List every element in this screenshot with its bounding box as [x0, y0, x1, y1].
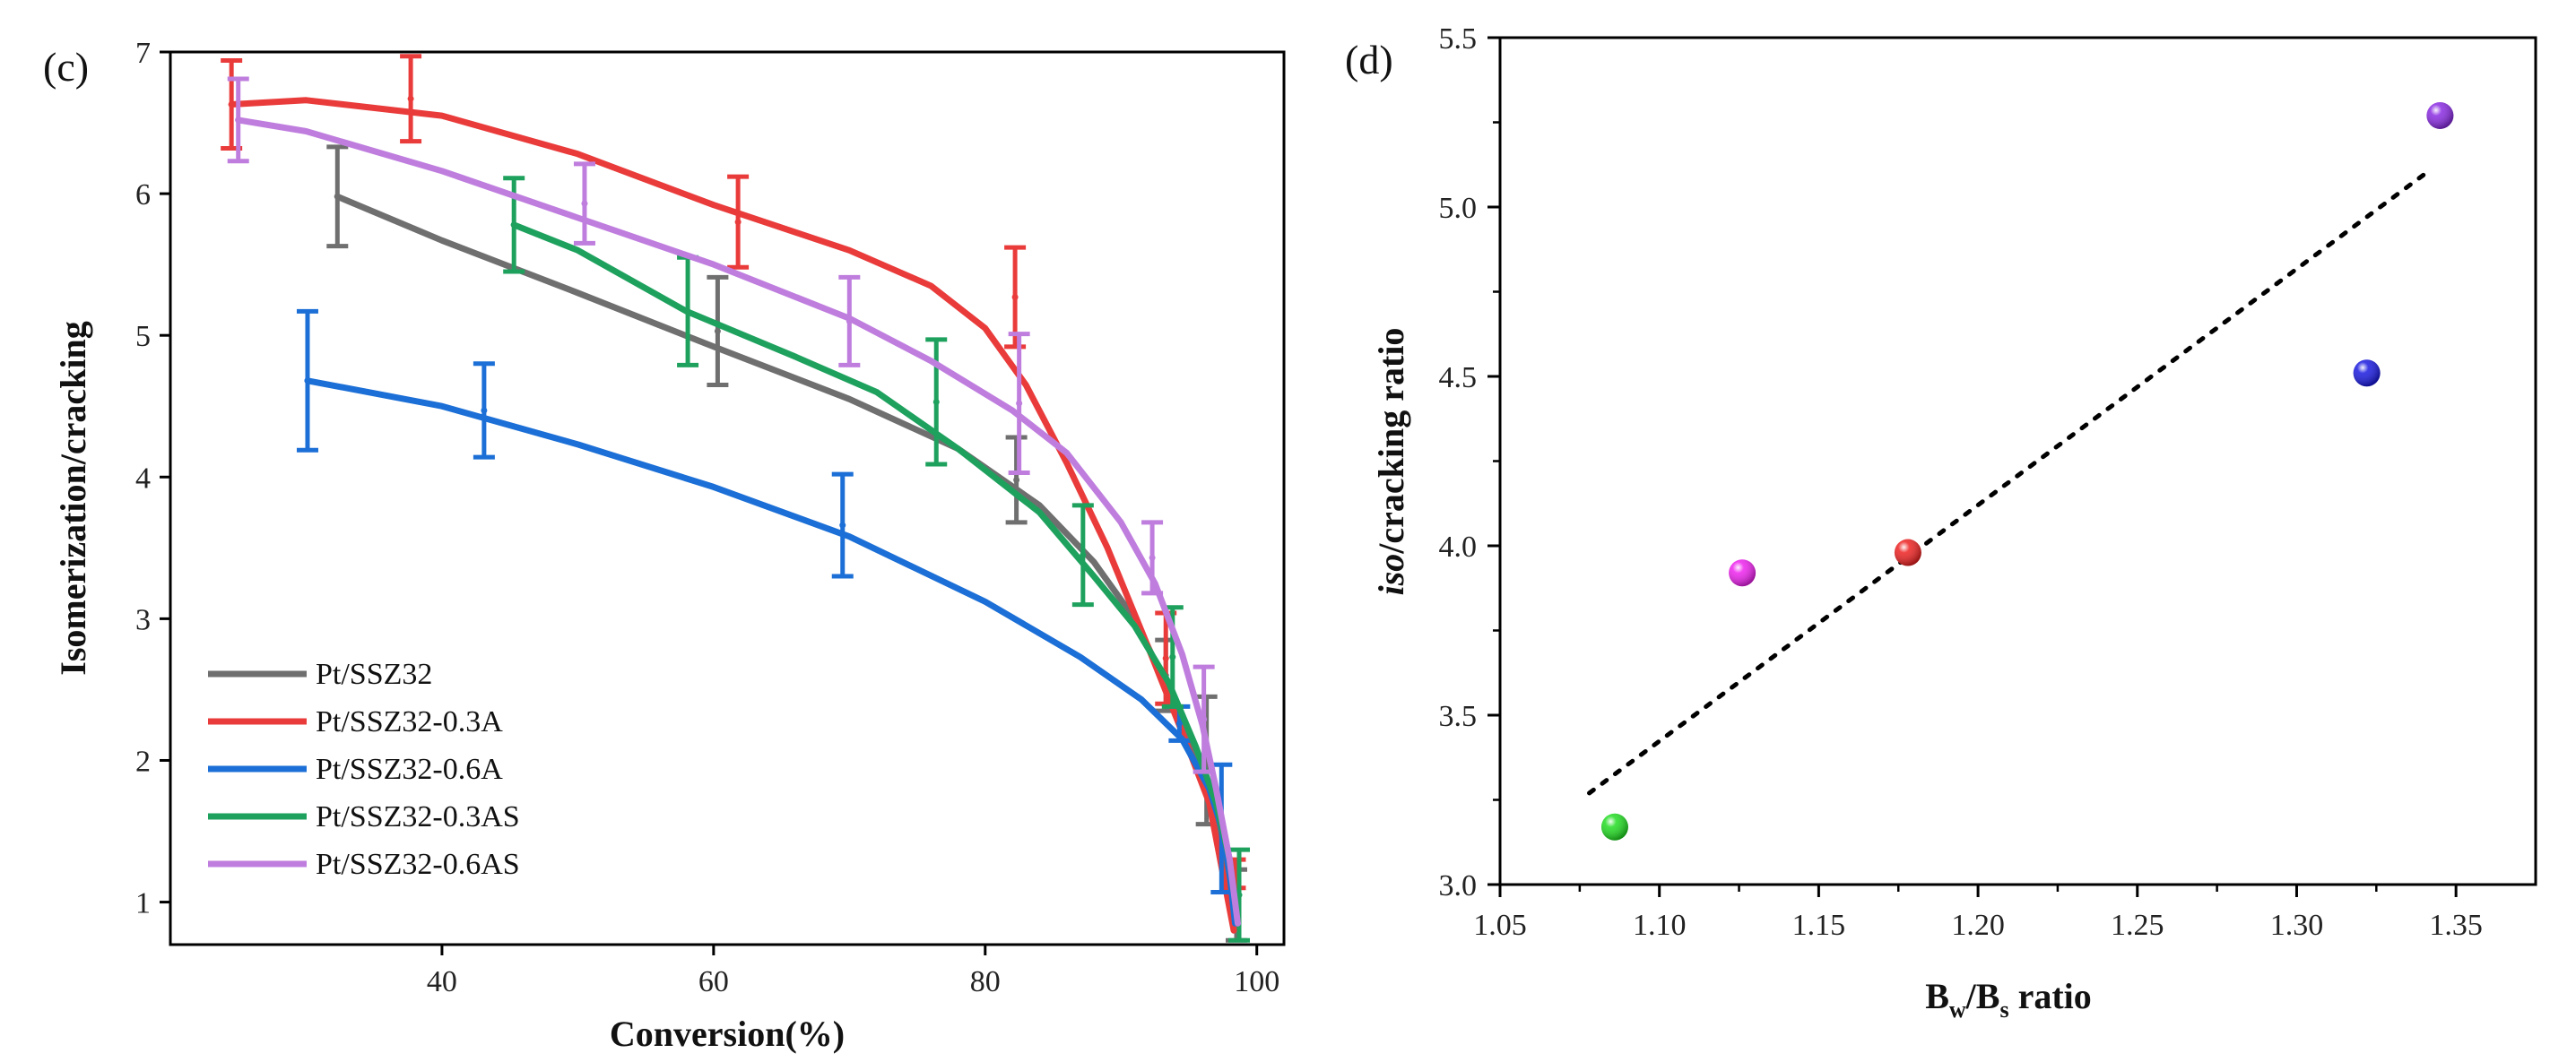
- y-tick-label: 3.5: [1439, 700, 1478, 733]
- scatter-point: [2426, 101, 2454, 129]
- y-tick-label: 4: [135, 462, 151, 495]
- panel-d-points: [1600, 101, 2454, 841]
- x-tick-label: 1.25: [2111, 909, 2164, 942]
- data-point: [334, 193, 341, 200]
- data-point: [846, 317, 853, 324]
- panel-c-x-label: Conversion(%): [610, 1014, 845, 1054]
- data-point: [407, 95, 414, 102]
- data-point: [1013, 476, 1020, 483]
- panel-c-y-label: Isomerization/cracking: [53, 321, 93, 676]
- x-tick-label: 1.15: [1792, 909, 1846, 942]
- legend-label: Pt/SSZ32-0.6AS: [316, 848, 520, 881]
- series-line: [510, 221, 1241, 927]
- data-point: [1162, 655, 1169, 662]
- data-point: [932, 398, 940, 405]
- panel-d-x-ticks: 1.05 1.10 1.15 1.20 1.25 1.30 1.35: [1473, 885, 2483, 942]
- panel-d: (d) 3.03.54.04.55.05.5 1.05 1.10 1.15 1.20 1…: [1345, 22, 2537, 1023]
- x-tick-label: 60: [698, 965, 729, 998]
- y-tick-label: 2: [135, 745, 151, 778]
- data-point: [1175, 720, 1183, 727]
- panel-c-y-ticks: 1 2 3 4 5 6 7: [135, 37, 170, 920]
- data-point: [1016, 400, 1023, 407]
- series-line: [304, 377, 1238, 927]
- x-tick-label: 80: [970, 965, 1001, 998]
- y-tick-label: 5: [135, 320, 151, 353]
- scatter-point: [1600, 813, 1628, 841]
- panel-d-x-label: Bw/Bs ratio: [1925, 976, 2092, 1023]
- x-tick-label: 1.10: [1633, 909, 1687, 942]
- panel-c-plot-area: [221, 54, 1251, 943]
- x-tick-label: 100: [1234, 965, 1279, 998]
- scatter-point-shade: [2353, 359, 2381, 387]
- panel-c-x-ticks: 40 60 80 100: [427, 945, 1279, 998]
- x-tick-label: 1.05: [1473, 909, 1527, 942]
- scatter-point: [1894, 539, 1921, 566]
- scatter-point-shade: [1729, 559, 1756, 587]
- legend-label: Pt/SSZ32-0.6A: [316, 753, 503, 786]
- data-point: [1080, 551, 1087, 558]
- data-point: [510, 221, 517, 229]
- panel-d-trendline: [1587, 167, 2433, 796]
- data-point: [684, 307, 691, 315]
- panel-d-y-ticks: 3.0 3.5 4.0 4.5 5.0 5.5: [1439, 22, 1500, 902]
- panel-d-frame: [1498, 36, 2537, 886]
- y-tick-label: 7: [135, 37, 151, 70]
- data-point: [304, 377, 311, 384]
- y-tick-label: 3.0: [1439, 869, 1478, 902]
- x-tick-label: 1.35: [2429, 909, 2483, 942]
- panel-c-frame: [169, 50, 1286, 946]
- data-point: [481, 407, 488, 414]
- data-point: [581, 200, 588, 207]
- data-point: [734, 219, 742, 226]
- data-point: [228, 100, 235, 108]
- scatter-point-shade: [1894, 539, 1921, 566]
- x-tick-label: 40: [427, 965, 457, 998]
- y-tick-label: 3: [135, 603, 151, 636]
- data-point: [1236, 892, 1243, 899]
- x-tick-label: 1.20: [1951, 909, 2005, 942]
- scatter-point-shade: [1600, 813, 1628, 841]
- x-tick-label: 1.30: [2270, 909, 2324, 942]
- legend-label: Pt/SSZ32-0.3A: [316, 705, 503, 738]
- legend-label: Pt/SSZ32-0.3AS: [316, 800, 520, 833]
- panel-d-label: (d): [1345, 37, 1393, 82]
- data-point: [1201, 716, 1208, 723]
- data-point: [839, 522, 846, 529]
- panel-c-label: (c): [43, 44, 89, 90]
- data-point: [235, 117, 242, 124]
- y-tick-label: 6: [135, 178, 151, 212]
- scatter-point: [2353, 359, 2381, 387]
- data-point: [1011, 294, 1019, 301]
- scatter-point-shade: [2426, 101, 2454, 129]
- data-point: [1169, 653, 1176, 661]
- scatter-point: [1729, 559, 1756, 587]
- data-point: [714, 327, 721, 334]
- panel-c: (c) 1 2 3 4 5 6 7 40 60 80 100 Conversion(%) Isom…: [43, 37, 1286, 1054]
- data-point: [1149, 554, 1156, 561]
- series-line: [235, 117, 1241, 927]
- y-tick-label: 1: [135, 887, 151, 920]
- legend-label: Pt/SSZ32: [316, 658, 432, 691]
- y-tick-label: 5.5: [1439, 22, 1478, 56]
- panel-c-legend: Pt/SSZ32 Pt/SSZ32-0.3A Pt/SSZ32-0.6A Pt/SSZ…: [208, 658, 520, 881]
- series-group: [227, 76, 1241, 927]
- y-tick-label: 5.0: [1439, 192, 1478, 225]
- y-tick-label: 4.0: [1439, 531, 1478, 564]
- panel-d-y-label: iso/cracking ratio: [1371, 328, 1411, 596]
- y-tick-label: 4.5: [1439, 361, 1478, 394]
